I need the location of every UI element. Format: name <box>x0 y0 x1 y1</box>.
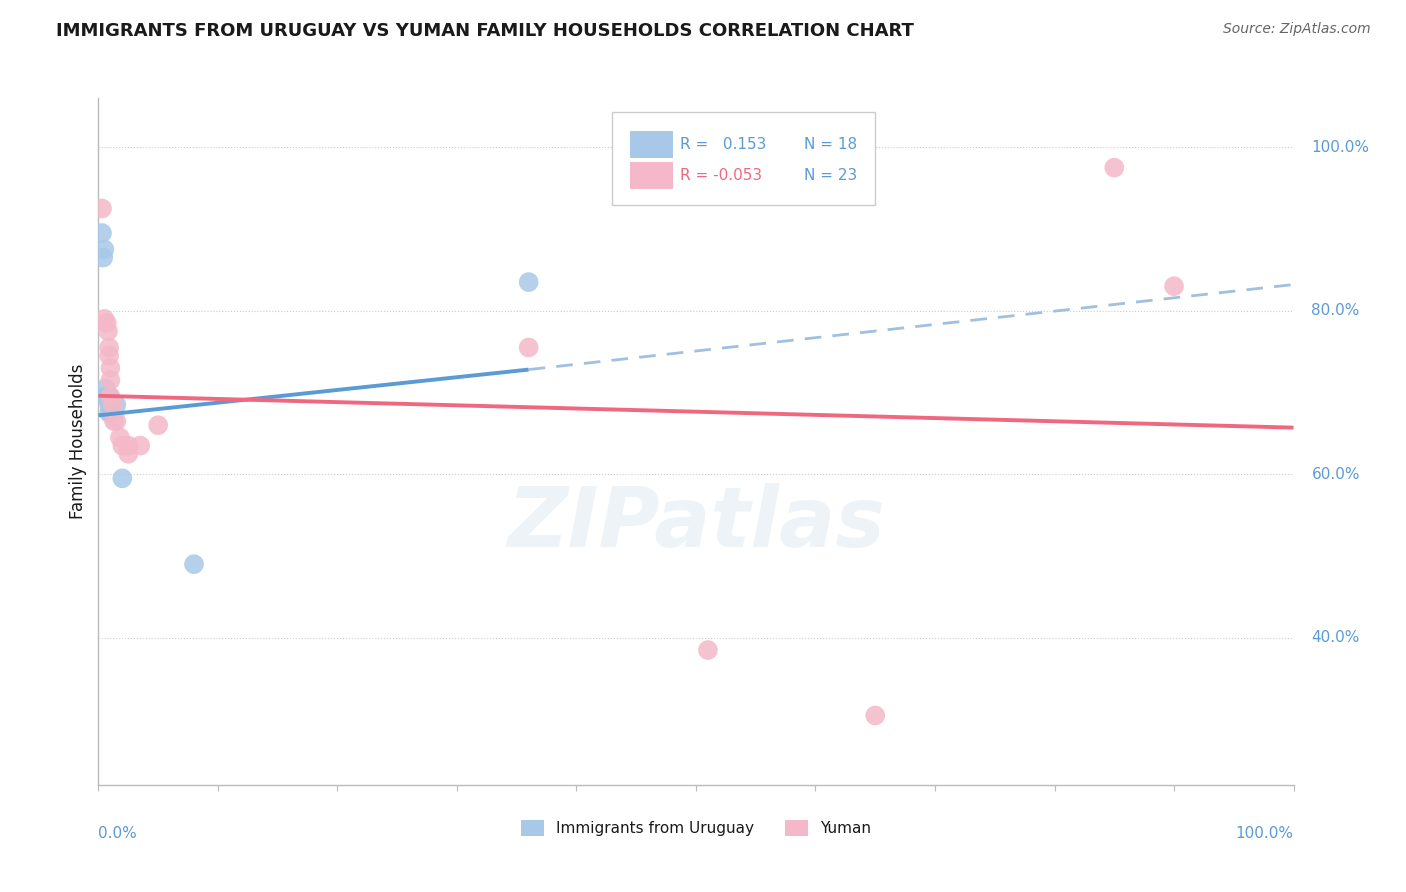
Point <box>98 390 121 404</box>
Point <box>98 373 122 387</box>
Point <box>94 390 117 404</box>
Point <box>98 349 121 363</box>
Text: N = 23: N = 23 <box>804 169 856 183</box>
Text: R = -0.053: R = -0.053 <box>681 169 762 183</box>
Point <box>91 226 114 240</box>
Point <box>98 360 122 375</box>
Point <box>98 398 121 412</box>
Point <box>148 418 170 433</box>
Point <box>96 390 118 404</box>
Point <box>108 430 131 444</box>
Point <box>117 439 139 453</box>
Point <box>97 324 120 338</box>
FancyBboxPatch shape <box>630 131 673 158</box>
Text: 100.0%: 100.0% <box>1312 140 1369 154</box>
Point <box>101 398 124 412</box>
Point <box>517 275 540 289</box>
Text: 0.0%: 0.0% <box>98 826 138 841</box>
Point <box>91 202 114 216</box>
Point <box>98 398 122 412</box>
Text: ZIPatlas: ZIPatlas <box>508 483 884 565</box>
Point <box>105 414 128 428</box>
Point <box>98 390 122 404</box>
Point <box>98 341 121 355</box>
Point <box>1163 279 1185 293</box>
Point <box>111 471 134 485</box>
FancyBboxPatch shape <box>630 162 673 189</box>
Point <box>96 316 118 330</box>
Point <box>865 708 887 723</box>
Point <box>93 243 115 257</box>
Y-axis label: Family Households: Family Households <box>69 364 87 519</box>
Text: Source: ZipAtlas.com: Source: ZipAtlas.com <box>1223 22 1371 37</box>
Point <box>129 439 152 453</box>
Text: IMMIGRANTS FROM URUGUAY VS YUMAN FAMILY HOUSEHOLDS CORRELATION CHART: IMMIGRANTS FROM URUGUAY VS YUMAN FAMILY … <box>56 22 914 40</box>
Point <box>1104 161 1126 175</box>
Point <box>103 414 125 428</box>
Point <box>97 390 120 404</box>
Point <box>94 381 117 395</box>
Point <box>697 643 720 657</box>
Text: R =   0.153: R = 0.153 <box>681 136 766 152</box>
Point <box>105 398 128 412</box>
Point <box>98 406 122 420</box>
Point <box>98 390 122 404</box>
Point <box>97 390 120 404</box>
FancyBboxPatch shape <box>613 112 876 204</box>
Text: N = 18: N = 18 <box>804 136 856 152</box>
Legend: Immigrants from Uruguay, Yuman: Immigrants from Uruguay, Yuman <box>515 814 877 843</box>
Point <box>117 447 139 461</box>
Point <box>93 312 115 326</box>
Point <box>98 406 121 420</box>
Point <box>517 341 540 355</box>
Text: 40.0%: 40.0% <box>1312 631 1360 645</box>
Text: 80.0%: 80.0% <box>1312 303 1360 318</box>
Point <box>183 557 205 572</box>
Point <box>91 251 114 265</box>
Text: 100.0%: 100.0% <box>1236 826 1294 841</box>
Text: 60.0%: 60.0% <box>1312 467 1360 482</box>
Point <box>111 439 134 453</box>
